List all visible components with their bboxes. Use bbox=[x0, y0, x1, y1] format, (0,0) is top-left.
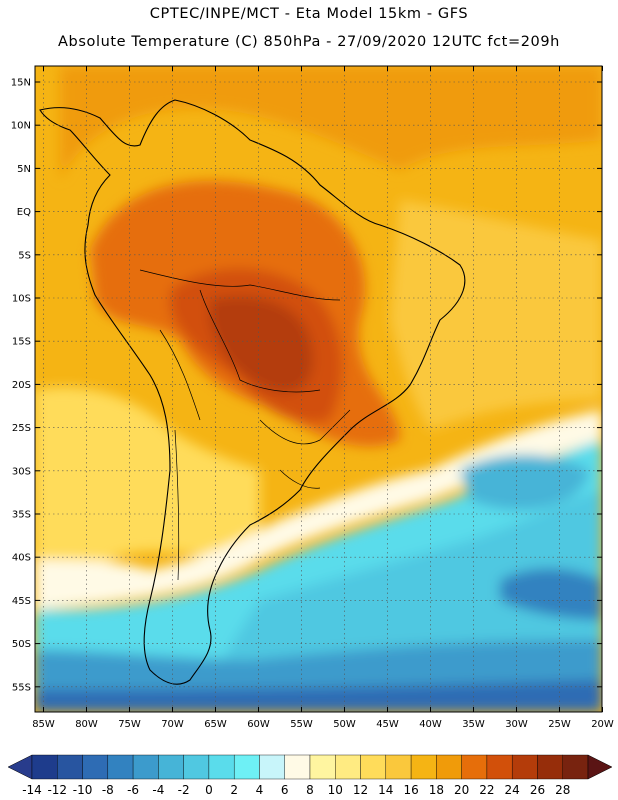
lon-label: 75W bbox=[118, 719, 141, 730]
map-title-line-1: CPTEC/INPE/MCT - Eta Model 15km - GFS bbox=[149, 6, 469, 22]
colorbar-label: 24 bbox=[505, 783, 520, 797]
lat-label: 15N bbox=[11, 78, 31, 89]
colorbar-label: -10 bbox=[73, 783, 93, 797]
colorbar-swatch bbox=[233, 754, 260, 780]
colorbar-label: 2 bbox=[230, 783, 238, 797]
colorbar-swatch bbox=[360, 754, 387, 780]
lon-label: 60W bbox=[247, 719, 270, 730]
lat-label: 10N bbox=[11, 121, 31, 132]
lat-label: 55S bbox=[12, 682, 31, 693]
colorbar-swatch bbox=[461, 754, 488, 780]
colorbar-swatch bbox=[183, 754, 210, 780]
colorbar-swatch bbox=[511, 754, 538, 780]
lat-label: 15S bbox=[12, 337, 31, 348]
colorbar-swatch bbox=[82, 754, 109, 780]
lon-label: 25W bbox=[548, 719, 571, 730]
lon-label: 30W bbox=[505, 719, 528, 730]
lat-label: 5S bbox=[18, 250, 31, 261]
colorbar-label: 16 bbox=[403, 783, 418, 797]
colorbar-swatch bbox=[107, 754, 134, 780]
lon-label: 65W bbox=[204, 719, 227, 730]
lat-label: 5N bbox=[17, 164, 31, 175]
colorbar-swatch bbox=[385, 754, 412, 780]
colorbar-swatch bbox=[132, 754, 159, 780]
colorbar-swatch bbox=[436, 754, 462, 780]
colorbar-label: 6 bbox=[281, 783, 289, 797]
lon-label: 35W bbox=[462, 719, 485, 730]
lat-label: 25S bbox=[12, 423, 31, 434]
colorbar-label: -14 bbox=[22, 783, 42, 797]
colorbar-swatch bbox=[486, 754, 513, 780]
colorbar-swatch bbox=[562, 754, 589, 780]
colorbar-label: 12 bbox=[353, 783, 368, 797]
colorbar-swatch bbox=[208, 754, 235, 780]
colorbar-swatch bbox=[259, 754, 285, 780]
lon-label: 40W bbox=[419, 719, 442, 730]
lon-label: 45W bbox=[376, 719, 399, 730]
lat-label: 50S bbox=[12, 639, 31, 650]
lat-label: 30S bbox=[12, 466, 31, 477]
colorbar-label: 28 bbox=[555, 783, 570, 797]
lon-label: 55W bbox=[290, 719, 313, 730]
colorbar-swatch bbox=[284, 754, 311, 780]
colorbar-label: 18 bbox=[429, 783, 444, 797]
lat-label: 35S bbox=[12, 510, 31, 521]
colorbar-label: 0 bbox=[205, 783, 213, 797]
colorbar-label: -6 bbox=[127, 783, 139, 797]
map-frame bbox=[34, 65, 603, 713]
gridlines bbox=[35, 66, 602, 712]
colorbar-swatch bbox=[537, 754, 563, 780]
lon-label: 85W bbox=[32, 719, 55, 730]
colorbar-label: 10 bbox=[328, 783, 343, 797]
colorbar-swatch bbox=[309, 754, 336, 780]
colorbar-label: 26 bbox=[530, 783, 545, 797]
colorbar-swatch bbox=[335, 754, 361, 780]
colorbar-swatch bbox=[31, 754, 58, 780]
colorbar-label: 14 bbox=[378, 783, 393, 797]
lat-label: EQ bbox=[17, 207, 31, 218]
colorbar-label: -12 bbox=[47, 783, 67, 797]
colorbar-label: -8 bbox=[102, 783, 114, 797]
colorbar-swatch bbox=[410, 754, 437, 780]
colorbar-swatch bbox=[158, 754, 184, 780]
temperature-field bbox=[35, 66, 602, 712]
map-title-line-2: Absolute Temperature (C) 850hPa - 27/09/… bbox=[58, 34, 560, 50]
colorbar-label: 4 bbox=[256, 783, 264, 797]
colorbar-under-arrow bbox=[7, 754, 33, 780]
lat-label: 10S bbox=[12, 294, 31, 305]
colorbar-swatch bbox=[57, 754, 83, 780]
colorbar-label: 20 bbox=[454, 783, 469, 797]
colorbar-label: -4 bbox=[152, 783, 164, 797]
lat-label: 20S bbox=[12, 380, 31, 391]
colorbar-label: -2 bbox=[178, 783, 190, 797]
colorbar-label: 8 bbox=[306, 783, 314, 797]
colorbar-label: 22 bbox=[479, 783, 494, 797]
lon-label: 50W bbox=[333, 719, 356, 730]
lon-label: 20W bbox=[591, 719, 614, 730]
temperature-map: 15N 10N 5N EQ 5S 10S 15S 20S 25S 30S 35S 40S 45S 50S 5… bbox=[11, 65, 614, 730]
lon-label: 70W bbox=[161, 719, 184, 730]
lat-label: 40S bbox=[12, 553, 31, 564]
colorbar-over-arrow bbox=[587, 754, 613, 780]
colorbar: -14 -12 -10 -8 -6 -4 -2 0 2 4 6 8 10 12 14 16 18 20 22 24 26… bbox=[7, 754, 613, 797]
lat-label: 45S bbox=[12, 596, 31, 607]
lon-label: 80W bbox=[75, 719, 98, 730]
